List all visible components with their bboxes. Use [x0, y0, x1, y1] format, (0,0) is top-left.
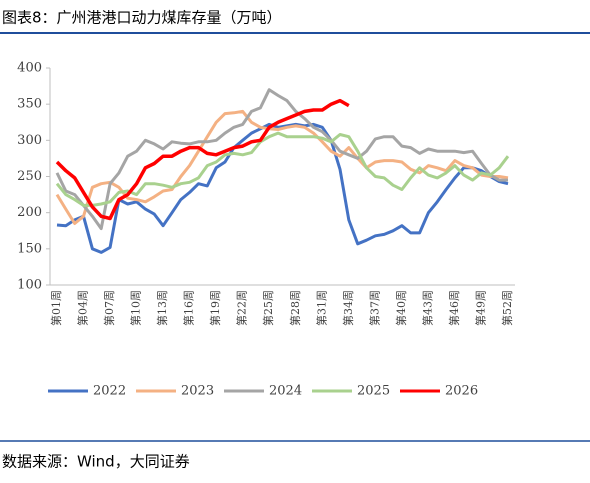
x-tick-label: 第07周	[102, 290, 116, 326]
series-line	[55, 131, 510, 207]
x-tick-label: 第31周	[314, 290, 328, 326]
series-line	[55, 98, 350, 221]
x-tick-label: 第28周	[288, 290, 302, 326]
legend-label: 2022	[93, 384, 126, 399]
y-tick-label: 350	[17, 97, 42, 112]
x-tick-label: 第43周	[420, 290, 434, 326]
x-tick-label: 第25周	[261, 290, 275, 326]
legend-label: 2024	[269, 384, 302, 399]
x-tick-label: 第19周	[208, 290, 222, 326]
series-line	[55, 88, 508, 231]
series-line	[55, 109, 509, 225]
x-tick-label: 第04周	[76, 290, 90, 326]
legend-label: 2025	[357, 384, 390, 399]
x-tick-label: 第46周	[447, 290, 461, 326]
legend-label: 2023	[181, 384, 214, 399]
y-tick-label: 300	[17, 133, 42, 148]
y-tick-label: 150	[17, 241, 42, 256]
x-tick-label: 第10周	[129, 290, 143, 326]
x-tick-label: 第22周	[235, 290, 249, 326]
y-tick-label: 400	[17, 61, 42, 76]
source: 数据来源：Wind，大同证券	[2, 453, 190, 471]
x-tick-label: 第52周	[500, 290, 514, 326]
y-tick-label: 100	[17, 278, 42, 293]
y-tick-label: 250	[17, 169, 42, 184]
x-tick-label: 第34周	[341, 290, 355, 326]
x-tick-label: 第40周	[394, 290, 408, 326]
series-line	[56, 122, 509, 254]
x-tick-label: 第13周	[155, 290, 169, 326]
x-tick-label: 第16周	[182, 290, 196, 326]
y-tick-label: 200	[17, 205, 42, 220]
chart-title: 图表8：广州港港口动力煤库存量（万吨）	[2, 9, 282, 27]
legend-label: 2026	[445, 384, 478, 399]
x-tick-label: 第37周	[367, 290, 381, 326]
x-tick-label: 第49周	[473, 290, 487, 326]
x-tick-label: 第01周	[49, 290, 63, 326]
